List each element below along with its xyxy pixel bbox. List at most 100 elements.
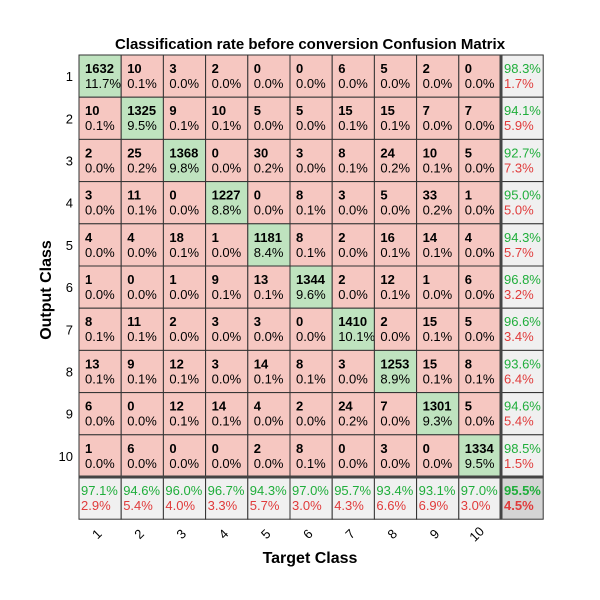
cell-count-label: 15 [338,103,352,118]
cell-background [78,138,122,183]
cell-percent-label: 0.1% [338,118,368,133]
column-correct-label: 97.0% [461,483,498,498]
cell-count-label: 0 [465,61,472,76]
cell-count-label: 16 [380,230,394,245]
cell-count-label: 0 [212,145,219,160]
cell-percent-label: 0.0% [380,329,410,344]
cell-count-label: 15 [380,103,394,118]
cell-percent-label: 0.0% [465,203,495,218]
cell-count-label: 24 [380,145,395,160]
matrix-cell: 70.0% [373,392,418,436]
matrix-cell: 96.7%3.3% [205,476,249,520]
matrix-cell: 90.1% [205,265,249,309]
cell-background [500,476,544,520]
cell-percent-label: 0.1% [380,287,410,302]
cell-background [120,307,164,351]
cell-percent-label: 0.0% [338,371,368,386]
matrix-cell: 140.1% [205,392,249,436]
cell-background [373,476,418,520]
matrix-cell: 30.0% [162,54,207,98]
row-correct-label: 98.5% [504,441,541,456]
cell-count-label: 2 [380,314,387,329]
y-tick-label: 5 [66,238,73,253]
column-correct-label: 93.1% [419,483,456,498]
cell-percent-label: 0.0% [423,118,453,133]
cell-count-label: 0 [423,441,430,456]
cell-count-label: 7 [380,399,387,414]
row-error-label: 5.9% [504,118,534,133]
cell-percent-label: 0.0% [85,414,115,429]
cell-count-label: 30 [254,145,268,160]
cell-percent-label: 0.0% [338,287,368,302]
matrix-cell: 90.1% [162,96,207,140]
cell-background [289,307,333,351]
matrix-cell: 80.1% [289,434,333,478]
cell-background [416,476,460,520]
cell-percent-label: 0.0% [212,329,242,344]
cell-percent-label: 0.1% [465,371,495,386]
cell-percent-label: 0.1% [296,203,326,218]
cell-percent-label: 0.1% [85,118,115,133]
cell-percent-label: 0.0% [465,160,495,175]
matrix-cell: 94.3%5.7% [500,223,544,267]
cell-percent-label: 0.0% [212,456,242,471]
cell-percent-label: 0.1% [423,245,453,260]
column-correct-label: 97.0% [292,483,329,498]
cell-percent-label: 0.2% [254,160,284,175]
cell-count-label: 1344 [296,272,326,287]
cell-count-label: 5 [254,103,261,118]
matrix-cell: 60.0% [331,54,375,98]
matrix-cell: 30.0% [331,181,375,225]
cell-percent-label: 0.0% [169,456,199,471]
row-correct-label: 95.0% [504,188,541,203]
cell-percent-label: 0.0% [85,287,115,302]
y-tick-label: 2 [66,111,73,126]
cell-count-label: 1334 [465,441,495,456]
cell-count-label: 1181 [254,230,282,245]
x-tick-label: 4 [216,526,232,542]
cell-count-label: 1632 [85,61,114,76]
matrix-cell: 20.0% [373,307,418,351]
cell-background [331,138,375,183]
y-tick-label: 9 [66,407,73,422]
cell-background [247,476,291,520]
cell-count-label: 9 [169,103,176,118]
matrix-cell: 30.0% [205,307,249,351]
cell-count-label: 1227 [212,188,241,203]
cell-count-label: 2 [338,230,345,245]
cell-background [416,138,460,183]
matrix-cell: 97.1%2.9% [78,476,122,520]
matrix-cell: 50.0% [458,138,502,183]
cell-count-label: 2 [423,61,430,76]
cell-count-label: 5 [465,399,472,414]
cell-background [416,392,460,436]
cell-background [78,392,122,436]
cell-percent-label: 0.1% [296,371,326,386]
cell-percent-label: 8.4% [254,245,284,260]
cell-percent-label: 0.0% [338,76,368,91]
cell-background [78,54,122,98]
matrix-cell: 60.0% [78,392,122,436]
cell-background [78,223,122,267]
matrix-cell: 94.3%5.7% [247,476,291,520]
cell-background [78,96,122,140]
cell-percent-label: 0.0% [338,203,368,218]
cell-percent-label: 0.0% [423,287,453,302]
column-correct-label: 94.6% [123,483,160,498]
cell-percent-label: 0.0% [169,329,199,344]
cell-background [500,223,544,267]
cell-background [416,265,460,309]
cell-percent-label: 0.1% [85,329,115,344]
cell-count-label: 13 [85,356,99,371]
cell-count-label: 10 [127,61,141,76]
matrix-cell: 240.2% [373,138,418,183]
cell-count-label: 5 [380,61,387,76]
cell-count-label: 10 [212,103,226,118]
matrix-cell: 50.0% [247,96,291,140]
x-tick-label: 2 [131,526,147,542]
cell-count-label: 0 [338,441,345,456]
cell-percent-label: 0.0% [465,329,495,344]
